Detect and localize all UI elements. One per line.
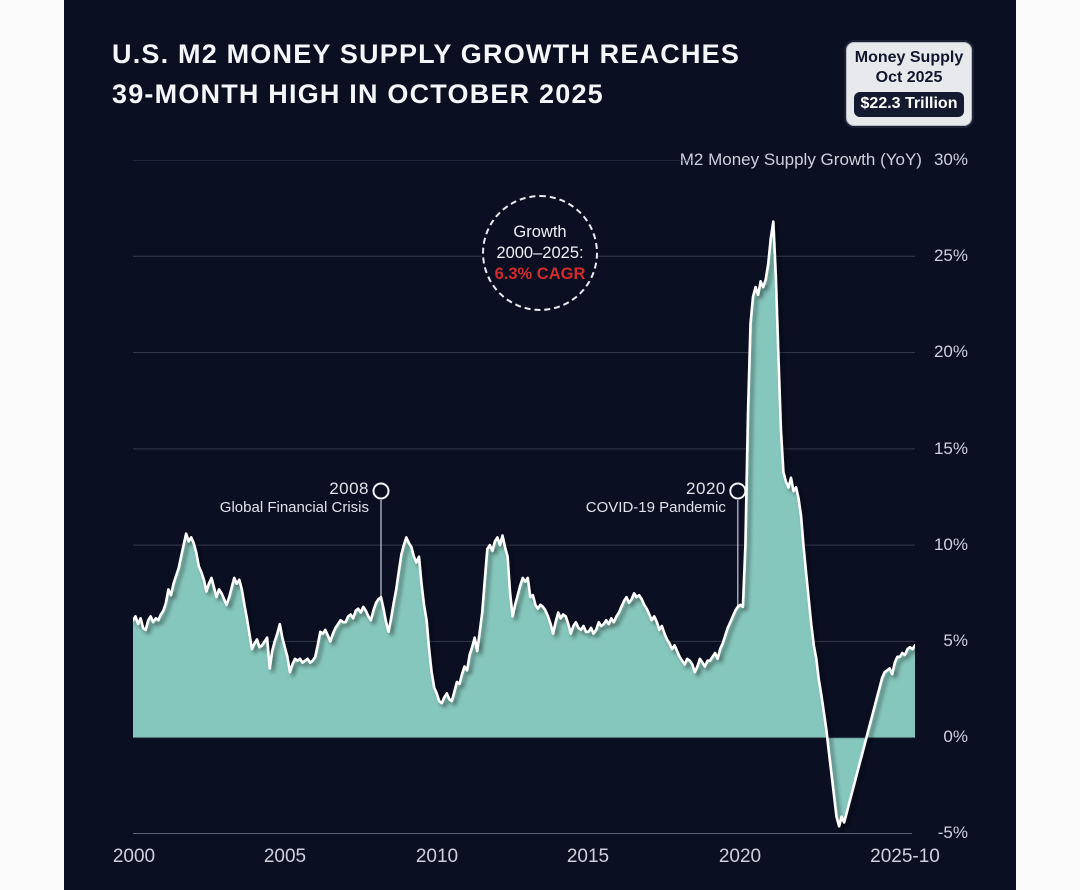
y-tick-neg5: -5% xyxy=(937,823,968,842)
series-label-row: M2 Money Supply Growth (YoY) 30% xyxy=(680,150,968,170)
y-tick-0: 0% xyxy=(943,727,968,746)
x-tick-2015: 2015 xyxy=(566,846,610,867)
badge-label-line2: Oct 2025 xyxy=(875,69,943,86)
cagr-annotation-circle: Growth 2000–2025: 6.3% CAGR xyxy=(482,195,598,311)
x-tick-2000: 2000 xyxy=(112,846,156,867)
y-tick-30: 30% xyxy=(933,150,968,169)
cagr-line1: Growth xyxy=(513,222,567,241)
annotation-2020-year: 2020 xyxy=(686,479,726,498)
y-tick-10: 10% xyxy=(933,535,968,554)
cagr-value: 6.3% CAGR xyxy=(494,264,586,283)
cagr-line2: 2000–2025: xyxy=(496,243,584,262)
page-title: U.S. M2 MONEY SUPPLY GROWTH REACHES 39-M… xyxy=(112,34,740,114)
y-tick-20: 20% xyxy=(933,342,968,361)
money-supply-badge: Money Supply Oct 2025 $22.3 Trillion xyxy=(846,42,972,126)
x-tick-2005: 2005 xyxy=(263,846,307,867)
chart-card: U.S. M2 MONEY SUPPLY GROWTH REACHES 39-M… xyxy=(64,0,1016,890)
y-tick-25: 25% xyxy=(933,246,968,265)
m2-growth-area-chart xyxy=(133,160,915,834)
annotation-2020-covid: 2020 COVID-19 Pandemic xyxy=(586,479,726,517)
annotation-2008-gfc: 2008 Global Financial Crisis xyxy=(220,479,369,517)
x-tick-2025-10: 2025-10 xyxy=(870,846,940,867)
y-tick-5: 5% xyxy=(943,631,968,650)
series-label: M2 Money Supply Growth (YoY) xyxy=(679,150,922,169)
page-title-line2: 39-MONTH HIGH IN OCTOBER 2025 xyxy=(112,79,604,109)
x-tick-2020: 2020 xyxy=(718,846,762,867)
page-title-line1: U.S. M2 MONEY SUPPLY GROWTH REACHES xyxy=(112,39,741,69)
annotation-2008-year: 2008 xyxy=(329,479,370,498)
annotation-2020-label: COVID-19 Pandemic xyxy=(585,499,726,516)
annotation-2008-label: Global Financial Crisis xyxy=(219,499,370,516)
badge-value: $22.3 Trillion xyxy=(853,92,965,117)
badge-label-line1: Money Supply xyxy=(854,49,964,66)
x-tick-2010: 2010 xyxy=(415,846,459,867)
y-tick-15: 15% xyxy=(933,439,968,458)
